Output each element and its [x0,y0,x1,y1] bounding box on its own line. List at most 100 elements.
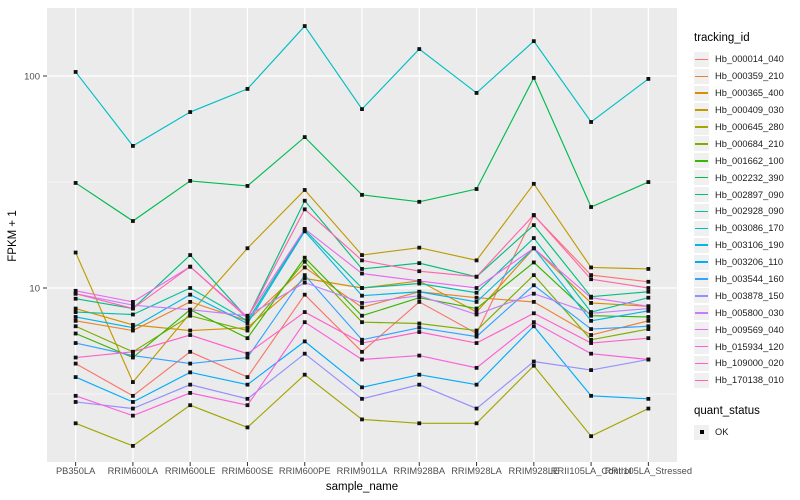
data-point [646,180,651,184]
data-point [417,299,422,304]
data-point [360,341,364,345]
legend-key-line-icon [694,153,709,169]
x-axis-title: sample_name [325,481,399,493]
data-point [360,349,364,354]
data-point [589,318,593,323]
data-point [417,325,422,330]
data-point [589,277,593,282]
data-point [360,313,364,318]
quant-key-square-icon [694,424,709,440]
legend-item-label: Hb_000409_030 [715,105,784,116]
legend-key-line-icon [694,51,709,67]
data-point [73,375,78,379]
data-point [417,261,422,266]
legend-item-Hb_002928_090: Hb_002928_090 [694,203,784,220]
data-point [73,361,78,366]
legend-color-line [695,379,708,382]
legend-color-line [695,109,708,111]
legend-item-Hb_000684_210: Hb_000684_210 [694,135,784,152]
x-tick-label: RRII105LA_Stressed [605,466,692,476]
data-point [302,320,307,325]
data-point [73,306,78,311]
legend-item-Hb_003544_160: Hb_003544_160 [694,271,784,288]
legend-item-label: Hb_170138_010 [715,375,784,386]
legend-title-quant-status: quant_status [694,404,760,417]
legend-key-line-icon [694,170,709,186]
legend-item-label: Hb_009569_040 [715,324,784,335]
data-point [131,349,135,354]
data-point [474,299,479,304]
legend-color-line [695,244,708,246]
data-point [73,296,78,301]
data-point [646,267,651,271]
data-point [417,293,422,298]
legend-item-label: Hb_005800_030 [715,307,784,318]
legend-item-label: Hb_109000_020 [715,358,784,369]
legend-item-label: Hb_001662_100 [715,155,784,166]
legend-item-label: Hb_000645_280 [715,122,784,132]
legend-item-Hb_002232_390: Hb_002232_390 [694,169,784,186]
legend-color-line [695,328,708,331]
data-point [531,324,536,329]
data-point [245,375,250,379]
legend-key-line-icon [694,119,709,135]
x-tick-label: RRIM600SE [222,466,274,476]
data-point [589,205,593,209]
data-point [188,361,193,366]
data-point [417,372,422,377]
data-point [302,339,307,344]
legend-item-label: Hb_003086_170 [715,223,784,234]
data-point [360,396,364,401]
x-tick-label: RRIM901LA [337,466,388,476]
quant-status-label: OK [715,427,729,438]
quant-status-items: OK [694,424,784,441]
data-point [131,219,135,223]
data-point [302,135,307,139]
legend-key-line-icon [694,203,709,219]
data-point [360,258,364,263]
data-point [360,320,364,325]
data-point [131,413,135,418]
data-point [589,341,593,345]
data-point [73,324,78,329]
data-point [245,316,250,321]
data-point [188,391,193,395]
data-point [474,421,479,426]
data-point [589,337,593,342]
data-point [417,281,422,286]
legend-title-tracking-id: tracking_id [694,32,750,44]
data-point [302,372,307,377]
data-point [589,311,593,316]
data-point [646,324,651,329]
data-point [646,308,651,313]
legend-item-label: Hb_003206_110 [715,257,784,268]
data-point [531,181,536,186]
data-point [360,267,364,271]
quant-square [699,430,704,435]
legend-key-line-icon [694,237,709,253]
legend-item-label: Hb_015934_120 [715,341,784,352]
legend-item-Hb_005800_030: Hb_005800_030 [694,304,784,321]
x-tick-label: RRIM600PE [279,466,331,476]
data-point [531,223,536,228]
data-point [531,363,536,368]
data-point [188,253,193,257]
data-point [245,325,250,330]
data-point [245,246,250,251]
data-point [302,292,307,297]
data-point [131,299,135,304]
legend-item-Hb_000365_400: Hb_000365_400 [694,85,784,102]
x-tick-label: RRIM928LE [508,466,559,476]
data-point [474,91,479,95]
y-axis-title: FPKM + 1 [7,210,19,262]
data-point [188,311,193,316]
data-point [474,312,479,317]
legend-color-line [695,312,708,314]
legend-key-line-icon [694,136,709,152]
data-point [302,273,307,278]
x-tick-label: RRII105LA_Control [551,466,632,476]
data-point [73,291,78,296]
data-point [646,286,651,290]
data-point [360,192,364,197]
data-point [417,279,422,283]
